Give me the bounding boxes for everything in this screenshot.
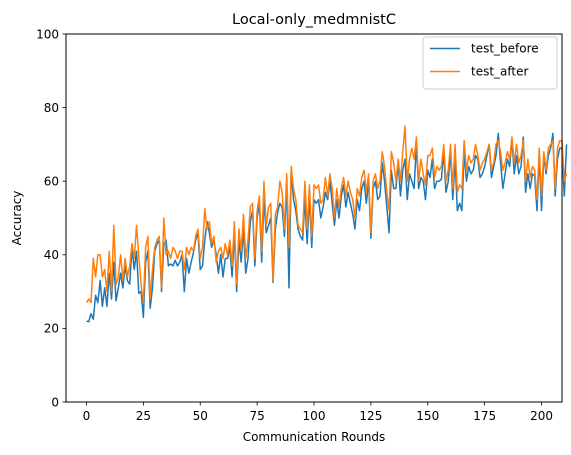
- x-tick-label: 100: [303, 409, 326, 423]
- x-tick-label: 50: [193, 409, 208, 423]
- legend-label-test-after: test_after: [471, 65, 529, 79]
- y-tick-label: 20: [44, 322, 59, 336]
- legend-label-test-before: test_before: [471, 42, 539, 56]
- series-layer: [86, 126, 566, 322]
- x-tick-label: 150: [416, 409, 439, 423]
- legend: test_before test_after: [423, 37, 557, 89]
- y-tick-label: 60: [44, 175, 59, 189]
- x-tick-label: 125: [359, 409, 382, 423]
- y-axis-title: Accuracy: [10, 191, 24, 246]
- y-tick-label: 40: [44, 248, 59, 262]
- x-tick-label: 25: [136, 409, 151, 423]
- x-tick-label: 75: [249, 409, 264, 423]
- x-axis-title: Communication Rounds: [243, 430, 386, 444]
- y-tick-label: 0: [51, 395, 59, 409]
- x-tick-label: 175: [473, 409, 496, 423]
- series-line-test-after: [86, 126, 566, 303]
- x-tick-label: 200: [530, 409, 553, 423]
- y-tick-label: 100: [36, 27, 59, 41]
- x-axis-ticks: 0 25 50 75 100 125 150 175 200: [83, 402, 553, 423]
- x-tick-label: 0: [83, 409, 91, 423]
- y-axis-ticks: 0 20 40 60 80 100: [36, 27, 66, 409]
- y-tick-label: 80: [44, 101, 59, 115]
- chart-title: Local-only_medmnistC: [232, 12, 396, 28]
